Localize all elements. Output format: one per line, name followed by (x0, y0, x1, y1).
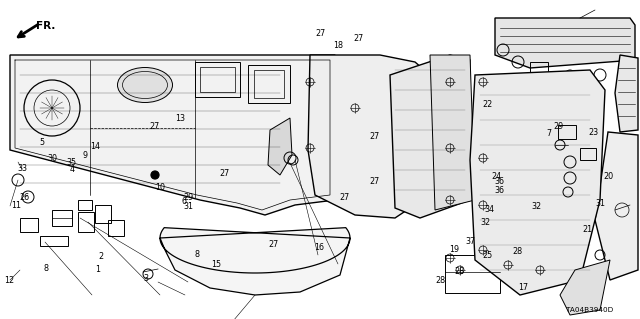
Text: 24: 24 (491, 172, 501, 181)
Text: 23: 23 (589, 128, 599, 137)
Bar (20, 218, 38, 232)
Text: 6: 6 (182, 197, 187, 206)
Polygon shape (390, 55, 470, 218)
Bar (195, 62, 240, 97)
Polygon shape (560, 260, 610, 315)
Polygon shape (470, 70, 605, 295)
Ellipse shape (118, 68, 173, 102)
Bar (78, 200, 92, 210)
Text: 5: 5 (39, 138, 44, 147)
Text: 27: 27 (150, 122, 160, 131)
Polygon shape (268, 118, 292, 175)
Text: 22: 22 (483, 100, 493, 109)
Text: 2: 2 (99, 252, 104, 261)
Bar (548, 78, 562, 90)
Text: 31: 31 (184, 202, 194, 211)
Text: 17: 17 (518, 283, 529, 292)
Text: 28: 28 (454, 267, 465, 276)
Text: 11: 11 (11, 201, 21, 210)
Text: 8: 8 (44, 264, 49, 273)
Bar (40, 236, 68, 246)
Text: 19: 19 (449, 245, 460, 254)
Text: 25: 25 (483, 251, 493, 260)
Polygon shape (430, 55, 475, 210)
Text: 4: 4 (69, 165, 74, 174)
Text: 34: 34 (484, 205, 495, 214)
Text: 31: 31 (595, 199, 605, 208)
Text: 16: 16 (314, 243, 324, 252)
Text: 27: 27 (339, 193, 349, 202)
Text: 27: 27 (269, 241, 279, 249)
Text: 15: 15 (211, 260, 221, 269)
Polygon shape (595, 132, 638, 280)
Text: 26: 26 (19, 193, 29, 202)
Text: 27: 27 (219, 169, 229, 178)
Text: 27: 27 (369, 132, 380, 141)
Text: TA04B3940D: TA04B3940D (566, 307, 614, 313)
Text: 37: 37 (465, 237, 476, 246)
Text: 12: 12 (4, 276, 15, 285)
Bar (95, 205, 111, 223)
Text: 20: 20 (603, 172, 613, 181)
Text: 3: 3 (143, 274, 148, 283)
Text: 18: 18 (333, 41, 343, 50)
Text: 35: 35 (67, 158, 77, 167)
Polygon shape (615, 55, 638, 132)
Text: 29: 29 (553, 122, 563, 130)
Text: FR.: FR. (35, 21, 55, 31)
Text: 28: 28 (512, 247, 522, 256)
Polygon shape (160, 228, 350, 295)
Text: 10: 10 (155, 183, 165, 192)
Bar (200, 67, 235, 92)
Bar (248, 65, 290, 103)
Text: 32: 32 (480, 218, 490, 227)
Bar (445, 255, 500, 293)
Bar (580, 148, 596, 160)
Bar (108, 220, 124, 236)
Text: 36: 36 (494, 186, 504, 195)
Text: 14: 14 (90, 142, 100, 151)
Polygon shape (10, 55, 335, 215)
Text: 32: 32 (531, 202, 541, 211)
Text: 1: 1 (95, 265, 100, 274)
Text: 30: 30 (47, 154, 58, 163)
Circle shape (151, 171, 159, 179)
Polygon shape (308, 55, 430, 218)
Text: 28: 28 (435, 276, 445, 285)
Bar (78, 212, 94, 232)
Text: 27: 27 (353, 34, 364, 43)
Text: 9: 9 (83, 151, 88, 160)
Bar (558, 125, 576, 139)
Text: 7: 7 (547, 129, 552, 138)
Text: 29: 29 (184, 193, 194, 202)
Text: 36: 36 (494, 177, 504, 186)
Text: 8: 8 (195, 250, 200, 259)
Text: 33: 33 (17, 164, 28, 173)
Bar (52, 210, 72, 226)
Polygon shape (495, 18, 635, 68)
Bar (254, 70, 284, 98)
Text: 21: 21 (582, 225, 593, 234)
Bar (530, 62, 548, 76)
Text: 13: 13 (175, 114, 186, 123)
Text: 27: 27 (369, 177, 380, 186)
Text: 27: 27 (315, 29, 325, 38)
